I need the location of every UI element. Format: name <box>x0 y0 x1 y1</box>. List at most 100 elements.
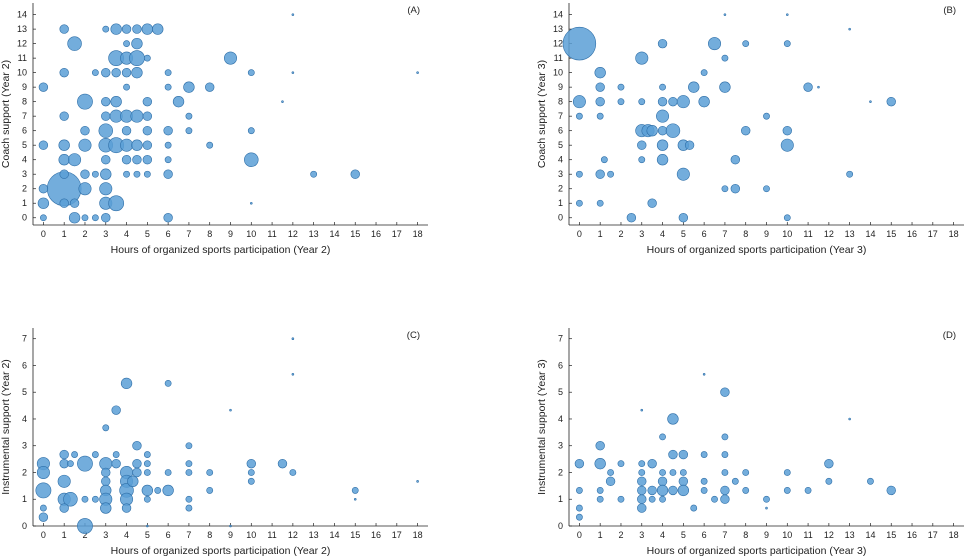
data-point <box>765 506 768 510</box>
data-point <box>36 465 50 479</box>
data-point <box>688 81 700 93</box>
x-tick-label: 14 <box>865 530 875 540</box>
y-tick-label: 2 <box>558 467 563 477</box>
y-tick-label: 9 <box>22 82 27 92</box>
x-tick-label: 13 <box>845 229 855 239</box>
data-point <box>617 98 625 106</box>
data-point <box>659 469 666 476</box>
data-point <box>38 512 49 522</box>
data-point <box>141 23 154 35</box>
data-point <box>825 477 833 485</box>
y-tick-label: 5 <box>22 140 27 150</box>
panel-c: 0 1 2 3 4 5 6 7 8 9 10 11 12 13 14 15 16 17 1801234567Hour… <box>0 328 428 557</box>
y-tick-label: 0 <box>22 521 27 531</box>
data-point <box>112 451 120 458</box>
data-point <box>702 373 706 376</box>
x-tick-label: 11 <box>803 229 812 239</box>
x-tick-label: 10 <box>782 229 792 239</box>
data-point <box>98 123 113 138</box>
data-point <box>720 485 730 496</box>
x-tick-label: 1 <box>62 530 67 540</box>
data-point <box>416 480 419 483</box>
data-point <box>38 184 49 194</box>
data-point <box>130 109 144 123</box>
data-point <box>164 156 172 164</box>
data-point <box>164 469 172 476</box>
data-point <box>637 485 647 496</box>
data-point <box>185 112 193 120</box>
data-point <box>595 441 605 451</box>
data-point <box>164 83 172 91</box>
data-point <box>846 170 854 178</box>
y-tick-label: 10 <box>17 68 27 78</box>
x-tick-label: 7 <box>722 530 727 540</box>
data-point <box>154 487 162 494</box>
x-tick-label: 1 <box>598 229 603 239</box>
data-points <box>574 373 896 521</box>
data-point <box>886 485 896 496</box>
data-point <box>637 140 647 150</box>
data-point <box>71 451 78 458</box>
x-tick-label: 12 <box>824 229 834 239</box>
data-point <box>141 484 154 497</box>
y-tick-label: 2 <box>22 184 27 194</box>
data-point <box>786 13 789 16</box>
data-point <box>108 195 125 212</box>
data-point <box>67 36 82 51</box>
data-point <box>803 82 813 92</box>
y-tick-label: 0 <box>558 521 563 531</box>
data-point <box>721 433 729 441</box>
data-point <box>617 460 625 468</box>
x-tick-label: 13 <box>845 530 855 540</box>
data-point <box>247 127 255 135</box>
data-point <box>648 495 656 503</box>
x-tick-label: 2 <box>618 229 623 239</box>
y-tick-label: 11 <box>18 53 27 63</box>
data-point <box>721 469 729 476</box>
data-point <box>595 82 605 92</box>
x-tick-label: 16 <box>907 229 917 239</box>
data-point <box>81 214 89 222</box>
x-tick-label: 6 <box>166 530 171 540</box>
data-point <box>99 182 113 196</box>
data-point <box>607 469 614 476</box>
data-point <box>638 156 646 164</box>
x-tick-label: 3 <box>103 229 108 239</box>
data-point <box>676 167 690 181</box>
x-tick-label: 10 <box>246 530 256 540</box>
data-point <box>131 37 143 50</box>
data-point <box>657 38 668 49</box>
data-point <box>575 504 583 512</box>
data-point <box>742 40 750 48</box>
y-tick-label: 7 <box>558 111 563 121</box>
data-point <box>656 484 669 497</box>
data-point <box>247 469 255 476</box>
x-tick-label: 8 <box>743 530 748 540</box>
data-point <box>246 458 256 469</box>
data-point <box>101 476 111 487</box>
data-point <box>783 214 791 222</box>
data-point <box>711 495 718 503</box>
data-point <box>763 495 770 503</box>
data-point <box>596 199 604 207</box>
data-points <box>35 337 419 534</box>
data-point <box>575 112 583 120</box>
data-point <box>700 451 708 458</box>
data-point <box>247 69 255 77</box>
data-point <box>80 169 90 179</box>
data-point <box>656 154 669 166</box>
y-tick-label: 7 <box>558 334 563 344</box>
x-tick-label: 7 <box>186 229 191 239</box>
data-point <box>143 460 151 468</box>
data-point <box>123 170 130 178</box>
data-point <box>617 495 625 503</box>
x-tick-label: 7 <box>186 530 191 540</box>
data-point <box>69 198 80 208</box>
data-point <box>657 96 668 107</box>
data-point <box>101 467 111 478</box>
data-point <box>677 484 690 497</box>
data-point <box>596 487 604 494</box>
x-tick-label: 12 <box>288 530 298 540</box>
data-point <box>690 504 698 512</box>
y-tick-label: 0 <box>558 213 563 223</box>
